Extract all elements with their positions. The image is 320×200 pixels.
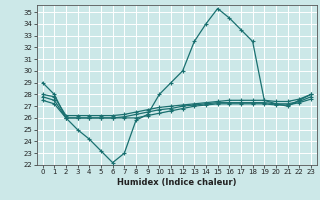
X-axis label: Humidex (Indice chaleur): Humidex (Indice chaleur): [117, 178, 236, 187]
